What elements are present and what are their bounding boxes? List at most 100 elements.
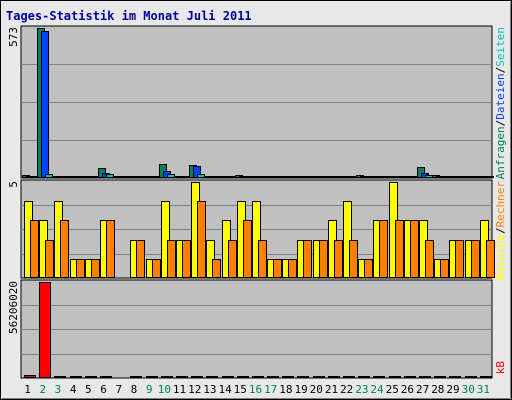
bar-kb-day-31 <box>480 376 492 378</box>
bar-sites-day-16 <box>258 240 267 278</box>
legend-bottom-part-0: kB <box>494 361 507 375</box>
bar-pages-day-18 <box>288 176 296 178</box>
chart-panels: 573 5 56206020 <box>7 25 495 379</box>
legend-top-part-0: Anfragen <box>494 126 507 179</box>
bar-kb-day-14 <box>222 376 234 378</box>
bar-sites-day-20 <box>319 240 328 278</box>
bar-sites-day-17 <box>273 259 282 278</box>
y-max-label-top: 573 <box>7 27 20 47</box>
bar-pages-day-1 <box>30 176 38 178</box>
day-label-15: 15 <box>234 383 247 396</box>
bar-sites-day-3 <box>60 220 69 278</box>
day-label-2: 2 <box>39 383 46 396</box>
bar-sites-day-11 <box>182 240 191 278</box>
bar-pages-day-16 <box>258 176 266 178</box>
legend-top-part-4: Seiten <box>494 27 507 67</box>
legend-middle-part-0: Besuche <box>494 234 507 280</box>
day-label-1: 1 <box>24 383 31 396</box>
bar-pages-day-19 <box>303 176 311 178</box>
bar-sites-day-24 <box>379 220 388 278</box>
bar-kb-day-12 <box>191 376 203 378</box>
day-label-31: 31 <box>477 383 490 396</box>
legend-middle-part-2: Rechner <box>494 181 507 228</box>
bar-pages-day-21 <box>334 176 342 178</box>
day-label-26: 26 <box>401 383 414 396</box>
day-label-20: 20 <box>310 383 323 396</box>
bar-kb-day-25 <box>389 376 401 378</box>
bar-pages-day-23 <box>364 176 372 178</box>
day-label-18: 18 <box>279 383 292 396</box>
bar-kb-day-24 <box>373 376 385 378</box>
bar-pages-day-29 <box>455 176 463 178</box>
bar-kb-day-5 <box>85 376 97 378</box>
bar-kb-day-15 <box>237 376 249 378</box>
day-label-8: 8 <box>131 383 138 396</box>
panel-middle: 5 <box>7 179 495 279</box>
bar-visits-day-22 <box>343 201 352 278</box>
bar-kb-day-28 <box>434 376 446 378</box>
day-label-14: 14 <box>218 383 232 396</box>
day-label-10: 10 <box>158 383 171 396</box>
bar-visits-day-10 <box>161 201 170 278</box>
bar-sites-day-8 <box>136 240 145 278</box>
bar-sites-day-12 <box>197 201 206 278</box>
y-max-label-bottom: 56206020 <box>7 281 20 334</box>
day-label-25: 25 <box>386 383 399 396</box>
bar-kb-day-10 <box>161 376 173 378</box>
bar-kb-day-17 <box>267 376 279 378</box>
bar-pages-day-12 <box>197 174 205 178</box>
bar-pages-day-7 <box>121 176 129 178</box>
bar-sites-day-13 <box>212 259 221 278</box>
chart-title: Tages-Statistik im Monat Juli 2011 <box>6 9 252 23</box>
bar-sites-day-21 <box>334 240 343 278</box>
bar-kb-day-6 <box>100 376 112 378</box>
bar-kb-day-20 <box>313 376 325 378</box>
day-label-3: 3 <box>55 383 62 396</box>
bar-pages-day-20 <box>319 176 327 178</box>
day-label-22: 22 <box>340 383 353 396</box>
bar-pages-day-15 <box>243 176 251 178</box>
day-label-16: 16 <box>249 383 262 396</box>
bar-sites-day-22 <box>349 240 358 278</box>
bar-kb-day-22 <box>343 376 355 378</box>
bar-kb-day-13 <box>206 376 218 378</box>
bar-sites-day-2 <box>45 240 54 278</box>
bar-pages-day-17 <box>273 176 281 178</box>
day-label-29: 29 <box>446 383 459 396</box>
bar-kb-day-8 <box>130 376 142 378</box>
day-label-7: 7 <box>115 383 122 396</box>
bar-sites-day-6 <box>106 220 115 278</box>
bar-pages-day-30 <box>471 176 479 178</box>
day-label-5: 5 <box>85 383 92 396</box>
day-label-11: 11 <box>173 383 186 396</box>
panel-top: 573 <box>7 25 494 179</box>
day-label-19: 19 <box>294 383 307 396</box>
bar-pages-day-8 <box>136 176 144 178</box>
y-max-label-middle: 5 <box>7 181 20 188</box>
bar-sites-day-30 <box>471 240 480 278</box>
bar-kb-day-29 <box>449 376 461 378</box>
bar-pages-day-24 <box>379 176 387 178</box>
bar-kb-day-4 <box>70 376 82 378</box>
bar-pages-day-5 <box>91 176 99 178</box>
bar-kb-day-19 <box>297 376 309 378</box>
bar-sites-day-31 <box>486 240 495 278</box>
day-label-28: 28 <box>431 383 444 396</box>
day-label-4: 4 <box>70 383 77 396</box>
legend-top-part-1: / <box>494 120 507 127</box>
legend-middle-part-1: / <box>494 227 507 234</box>
bar-sites-day-5 <box>91 259 100 278</box>
day-label-17: 17 <box>264 383 277 396</box>
legend-bottom: kB <box>494 361 507 375</box>
day-label-9: 9 <box>146 383 153 396</box>
x-axis-day-labels: 1 2 3 4 5 6 7 8 9 10 11 12 13 14 15 16 17 18 19 20 21 22 23 24 2… <box>24 383 490 396</box>
series-kb-bottom <box>24 282 492 378</box>
bar-sites-day-4 <box>76 259 85 278</box>
bar-sites-day-10 <box>167 240 176 278</box>
bar-sites-day-9 <box>152 259 161 278</box>
bar-pages-day-4 <box>76 176 84 178</box>
bar-pages-day-22 <box>349 176 357 178</box>
bar-pages-day-25 <box>395 176 403 178</box>
legend-top: Anfragen/Dateien/Seiten <box>494 27 507 179</box>
